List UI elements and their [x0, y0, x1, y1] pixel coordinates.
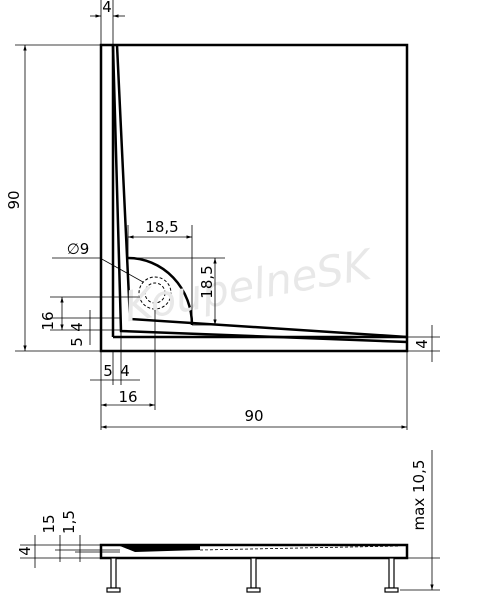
leader-line	[52, 257, 144, 283]
extension-line	[15, 44, 101, 352]
tray-outline	[99, 43, 409, 353]
drain-arc	[127, 256, 194, 326]
dim-label: max 10,5	[410, 460, 428, 531]
dim-label: 4	[16, 546, 34, 556]
dim-label: 15	[40, 514, 58, 533]
dim-label: 4	[120, 362, 130, 380]
dim-label: 18,5	[145, 218, 178, 236]
extension-line	[407, 336, 440, 352]
dim-label: 5	[68, 337, 86, 347]
dim-label: 90	[5, 190, 23, 209]
drain-circle	[144, 282, 166, 304]
top-view: KoupelneSK 4 90 18,5 ∅9 18,5 16 5 4 5 4 …	[5, 0, 440, 430]
dim-label: 4	[102, 0, 112, 16]
dim-label: 5	[103, 362, 113, 380]
dim-label: 4	[413, 339, 431, 349]
extension-line	[127, 225, 193, 325]
drain-section	[120, 546, 200, 552]
dim-label: 90	[244, 407, 263, 425]
channel-edge	[115, 44, 408, 339]
drain-circle	[138, 276, 172, 310]
extension-line	[100, 0, 114, 45]
watermark: KoupelneSK	[121, 239, 378, 331]
slope-line	[199, 545, 401, 551]
dim-label: 18,5	[198, 265, 216, 298]
dim-label: 16	[39, 311, 57, 330]
dim-label: ∅9	[67, 240, 90, 258]
side-view: 4 15 1,5 max 10,5	[16, 450, 440, 593]
extension-line	[100, 310, 408, 430]
extension-line	[128, 257, 225, 326]
extension-line	[20, 544, 440, 591]
dim-label: 1,5	[60, 510, 78, 534]
dim-label: 4	[68, 322, 86, 332]
feet	[106, 557, 399, 593]
dim-label: 16	[118, 388, 137, 406]
